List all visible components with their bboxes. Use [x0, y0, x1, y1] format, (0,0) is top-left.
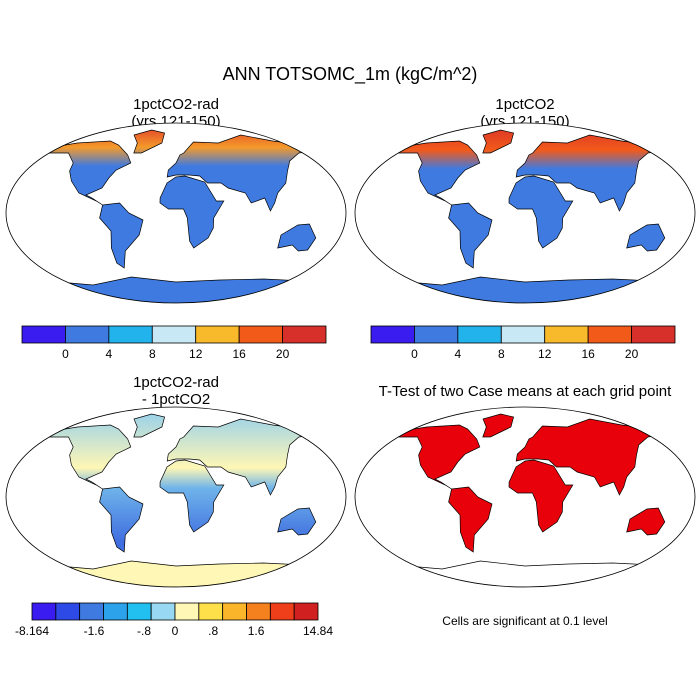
continent	[515, 418, 662, 496]
continent	[277, 223, 317, 252]
colorbar-box	[500, 325, 546, 344]
colorbar-box	[151, 325, 197, 344]
continent	[48, 424, 132, 490]
continent	[166, 418, 313, 496]
colorbar-box	[174, 602, 200, 621]
colorbar-box	[544, 325, 589, 344]
colorbar-box	[150, 602, 176, 621]
colorbar-box	[21, 325, 66, 344]
continent	[159, 459, 225, 533]
colorbar-box	[126, 602, 152, 621]
panel-title: 1pctCO2-rad	[133, 96, 219, 113]
continent	[277, 507, 317, 536]
colorbar-label: 16	[232, 347, 246, 361]
colorbar-box	[282, 325, 327, 344]
continent	[99, 486, 144, 553]
continent	[397, 140, 481, 206]
figure-title: ANN TOTSOMC_1m (kgC/m^2)	[223, 64, 478, 85]
panel-title: T-Test of two Case means at each grid po…	[379, 383, 672, 400]
colorbar-label: 1.6	[248, 624, 265, 638]
colorbar-label: 14.84	[303, 624, 333, 638]
continent	[133, 413, 166, 438]
colorbar-label: -.8	[137, 624, 151, 638]
panel-title: 1pctCO2	[495, 96, 554, 113]
map	[6, 407, 346, 587]
colorbar-box	[269, 602, 295, 621]
colorbar-box	[414, 325, 459, 344]
continent	[482, 413, 515, 438]
continent	[99, 202, 144, 269]
map-border	[354, 406, 696, 588]
colorbar-box	[65, 325, 110, 344]
colorbar-label: 8	[498, 347, 505, 361]
map	[355, 123, 695, 303]
colorbar-label: 0	[62, 347, 69, 361]
colorbar-box	[79, 602, 104, 621]
colorbar-label: 4	[455, 347, 462, 361]
continent	[48, 140, 132, 206]
continent	[448, 202, 493, 269]
colorbar-box	[31, 602, 57, 621]
panel-title: 1pctCO2-rad	[133, 374, 219, 391]
colorbar-box	[195, 325, 240, 344]
panel-title: - 1pctCO2	[142, 391, 210, 408]
continent	[133, 129, 166, 154]
continent	[626, 223, 666, 252]
map	[6, 123, 346, 303]
colorbar-box	[55, 602, 81, 621]
map-border	[5, 122, 347, 304]
continent	[166, 134, 313, 212]
colorbar-box	[198, 602, 224, 621]
colorbar-box	[293, 602, 319, 621]
colorbar-label: -8.164	[15, 624, 49, 638]
panel-note: Cells are significant at 0.1 level	[442, 614, 607, 628]
colorbar-box	[457, 325, 502, 344]
map-border	[5, 406, 347, 588]
colorbar-box	[631, 325, 676, 344]
map	[355, 407, 695, 587]
continent	[159, 175, 225, 249]
colorbar-label: 16	[581, 347, 595, 361]
colorbar-box	[370, 325, 415, 344]
continent	[626, 507, 666, 536]
colorbar-label: 20	[276, 347, 290, 361]
colorbar-label: .8	[208, 624, 218, 638]
colorbar-box	[246, 602, 271, 621]
continent	[508, 459, 574, 533]
colorbar-box	[238, 325, 283, 344]
continent	[508, 175, 574, 249]
colorbar-label: 0	[172, 624, 179, 638]
colorbar-box	[108, 325, 153, 344]
map-border	[354, 122, 696, 304]
continent	[448, 486, 493, 553]
colorbar-box	[587, 325, 632, 344]
continent	[397, 424, 481, 490]
colorbar-box	[222, 602, 247, 621]
colorbar-label: 4	[106, 347, 113, 361]
colorbar-label: 8	[149, 347, 156, 361]
colorbar-label: 12	[189, 347, 203, 361]
colorbar-label: 12	[538, 347, 552, 361]
continent	[482, 129, 515, 154]
colorbar-box	[103, 602, 128, 621]
colorbar-label: 20	[625, 347, 639, 361]
colorbar-label: -1.6	[84, 624, 105, 638]
continent	[515, 134, 662, 212]
colorbar-label: 0	[411, 347, 418, 361]
